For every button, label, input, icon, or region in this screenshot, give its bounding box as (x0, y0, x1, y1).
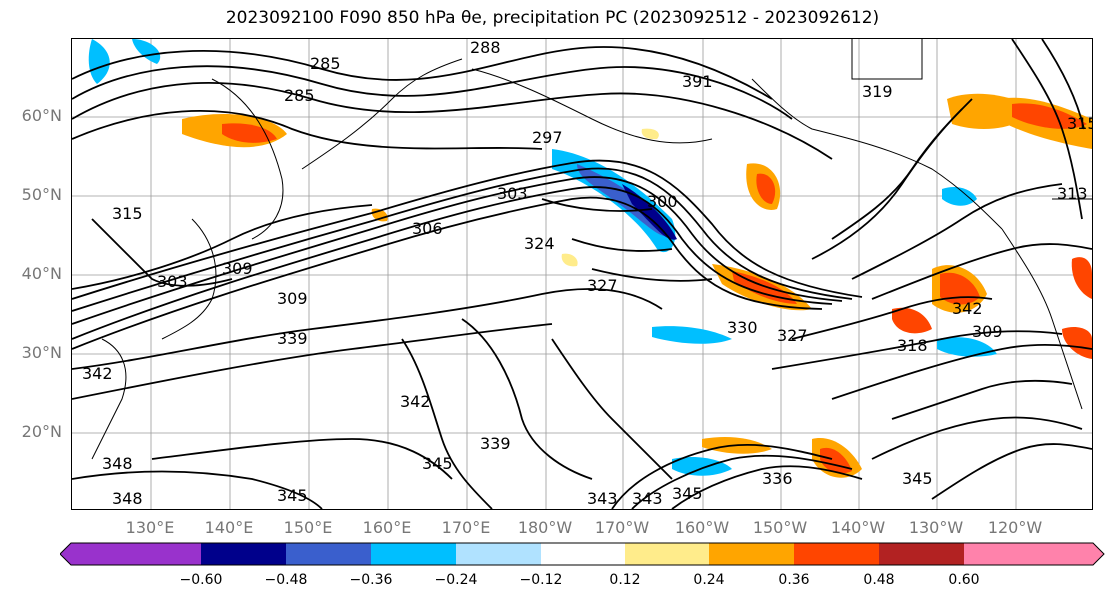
colorbar-tick: 0.12 (609, 572, 641, 588)
contour-label: 348 (102, 454, 133, 473)
colorbar-bin (794, 543, 879, 565)
contour-label: 306 (412, 219, 443, 238)
lon-label-160e: 160°E (362, 518, 412, 537)
colorbar-bin (709, 543, 794, 565)
contour-labels: 285 288 285 391 297 300 303 306 309 315 … (82, 39, 1092, 508)
colorbar-bin (541, 543, 625, 565)
contour-label: 309 (222, 259, 253, 278)
theta-e-contours (72, 39, 1092, 509)
contour-label: 313 (1057, 184, 1088, 203)
colorbar-tick: 0.60 (948, 572, 980, 588)
colorbar (60, 542, 1105, 566)
contour-label: 300 (647, 192, 678, 211)
lon-label-140e: 140°E (204, 518, 254, 537)
contour-label: 288 (470, 39, 501, 57)
graticule (72, 39, 1092, 509)
contour-label: 327 (777, 326, 808, 345)
contour-label: 315 (112, 204, 143, 223)
contour-label: 315 (1067, 114, 1092, 133)
colorbar-bin (964, 543, 1093, 565)
colorbar-bin (456, 543, 541, 565)
colorbar-tick: −0.36 (349, 572, 393, 588)
contour-label: 342 (82, 364, 113, 383)
contour-label: 348 (112, 489, 143, 508)
contour-label: 339 (277, 329, 308, 348)
lon-label-170e: 170°E (441, 518, 491, 537)
contour-label: 343 (587, 489, 618, 508)
contour-label: 330 (727, 318, 758, 337)
lon-label-170w: 170°W (594, 518, 650, 537)
lat-label-30n: 30°N (21, 343, 62, 362)
colorbar-tick: −0.60 (179, 572, 223, 588)
contour-label: 309 (277, 289, 308, 308)
lat-label-60n: 60°N (21, 106, 62, 125)
map-panel: 285 288 285 391 297 300 303 306 309 315 … (71, 38, 1093, 510)
contour-label: 345 (902, 469, 933, 488)
contour-label: 318 (897, 336, 928, 355)
colorbar-max-extension (1093, 543, 1104, 565)
colorbar-tick: −0.12 (519, 572, 563, 588)
lon-label-160w: 160°W (674, 518, 730, 537)
lon-label-180w: 180°W (517, 518, 573, 537)
contour-label: 345 (672, 484, 703, 503)
colorbar-outline (60, 542, 1105, 566)
colorbar-bin (625, 543, 709, 565)
map-canvas: 285 288 285 391 297 300 303 306 309 315 … (72, 39, 1092, 509)
contour-label: 391 (682, 72, 713, 91)
coastlines (91, 39, 1092, 460)
contour-label: 285 (284, 86, 315, 105)
lon-label-130e: 130°E (125, 518, 175, 537)
colorbar-tick: 0.24 (693, 572, 725, 588)
contour-label: 336 (762, 469, 793, 488)
contour-label: 319 (862, 82, 893, 101)
contour-label: 342 (952, 299, 983, 318)
contour-label: 327 (587, 276, 618, 295)
contour-label: 339 (480, 434, 511, 453)
contour-label: 309 (972, 322, 1003, 341)
lat-label-40n: 40°N (21, 264, 62, 283)
contour-label: 303 (497, 184, 528, 203)
contour-label: 343 (632, 489, 663, 508)
colorbar-tick: 0.36 (778, 572, 810, 588)
contour-label: 285 (310, 54, 341, 73)
contour-label: 324 (524, 234, 555, 253)
colorbar-tick: −0.24 (434, 572, 478, 588)
colorbar-bin (71, 543, 201, 565)
chart-title: 2023092100 F090 850 hPa θe, precipitatio… (225, 8, 880, 28)
lon-label-140w: 140°W (830, 518, 886, 537)
lat-label-50n: 50°N (21, 185, 62, 204)
contour-label: 345 (277, 486, 308, 505)
colorbar-bin (286, 543, 371, 565)
lon-label-130w: 130°W (908, 518, 964, 537)
lat-label-20n: 20°N (21, 422, 62, 441)
colorbar-tick: 0.48 (863, 572, 895, 588)
colorbar-min-extension (60, 543, 71, 565)
colorbar-bin (371, 543, 456, 565)
colorbar-bin (879, 543, 964, 565)
contour-label: 342 (400, 392, 431, 411)
lon-label-150e: 150°E (283, 518, 333, 537)
lon-label-120w: 120°W (987, 518, 1043, 537)
colorbar-tick: −0.48 (264, 572, 308, 588)
precip-shading (88, 39, 1092, 478)
lon-label-150w: 150°W (752, 518, 808, 537)
contour-label: 345 (422, 454, 453, 473)
contour-label: 297 (532, 128, 563, 147)
colorbar-bin (201, 543, 286, 565)
contour-label: 303 (157, 272, 188, 291)
